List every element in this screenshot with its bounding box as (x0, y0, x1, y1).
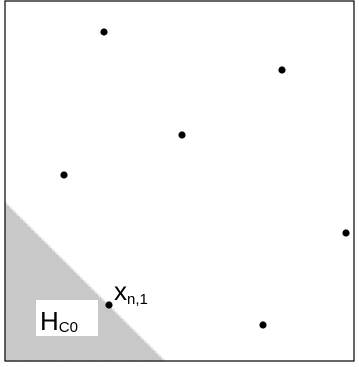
region-label: HC0 (40, 306, 78, 336)
point (342, 229, 350, 237)
point (60, 171, 68, 179)
highlighted-point (105, 301, 113, 309)
region-label-background (36, 300, 98, 336)
plot-frame (4, 0, 355, 362)
region-label-subscript: C0 (59, 319, 78, 336)
point-label: xn,1 (114, 276, 148, 308)
point (178, 131, 186, 139)
point (278, 66, 286, 74)
point-set (60, 28, 350, 329)
point (259, 321, 267, 329)
point (100, 28, 108, 36)
region-label-main: H (40, 306, 59, 336)
point-label-subscript: n,1 (127, 291, 148, 308)
point-label-main: x (114, 276, 127, 306)
half-space-region (4, 199, 168, 362)
